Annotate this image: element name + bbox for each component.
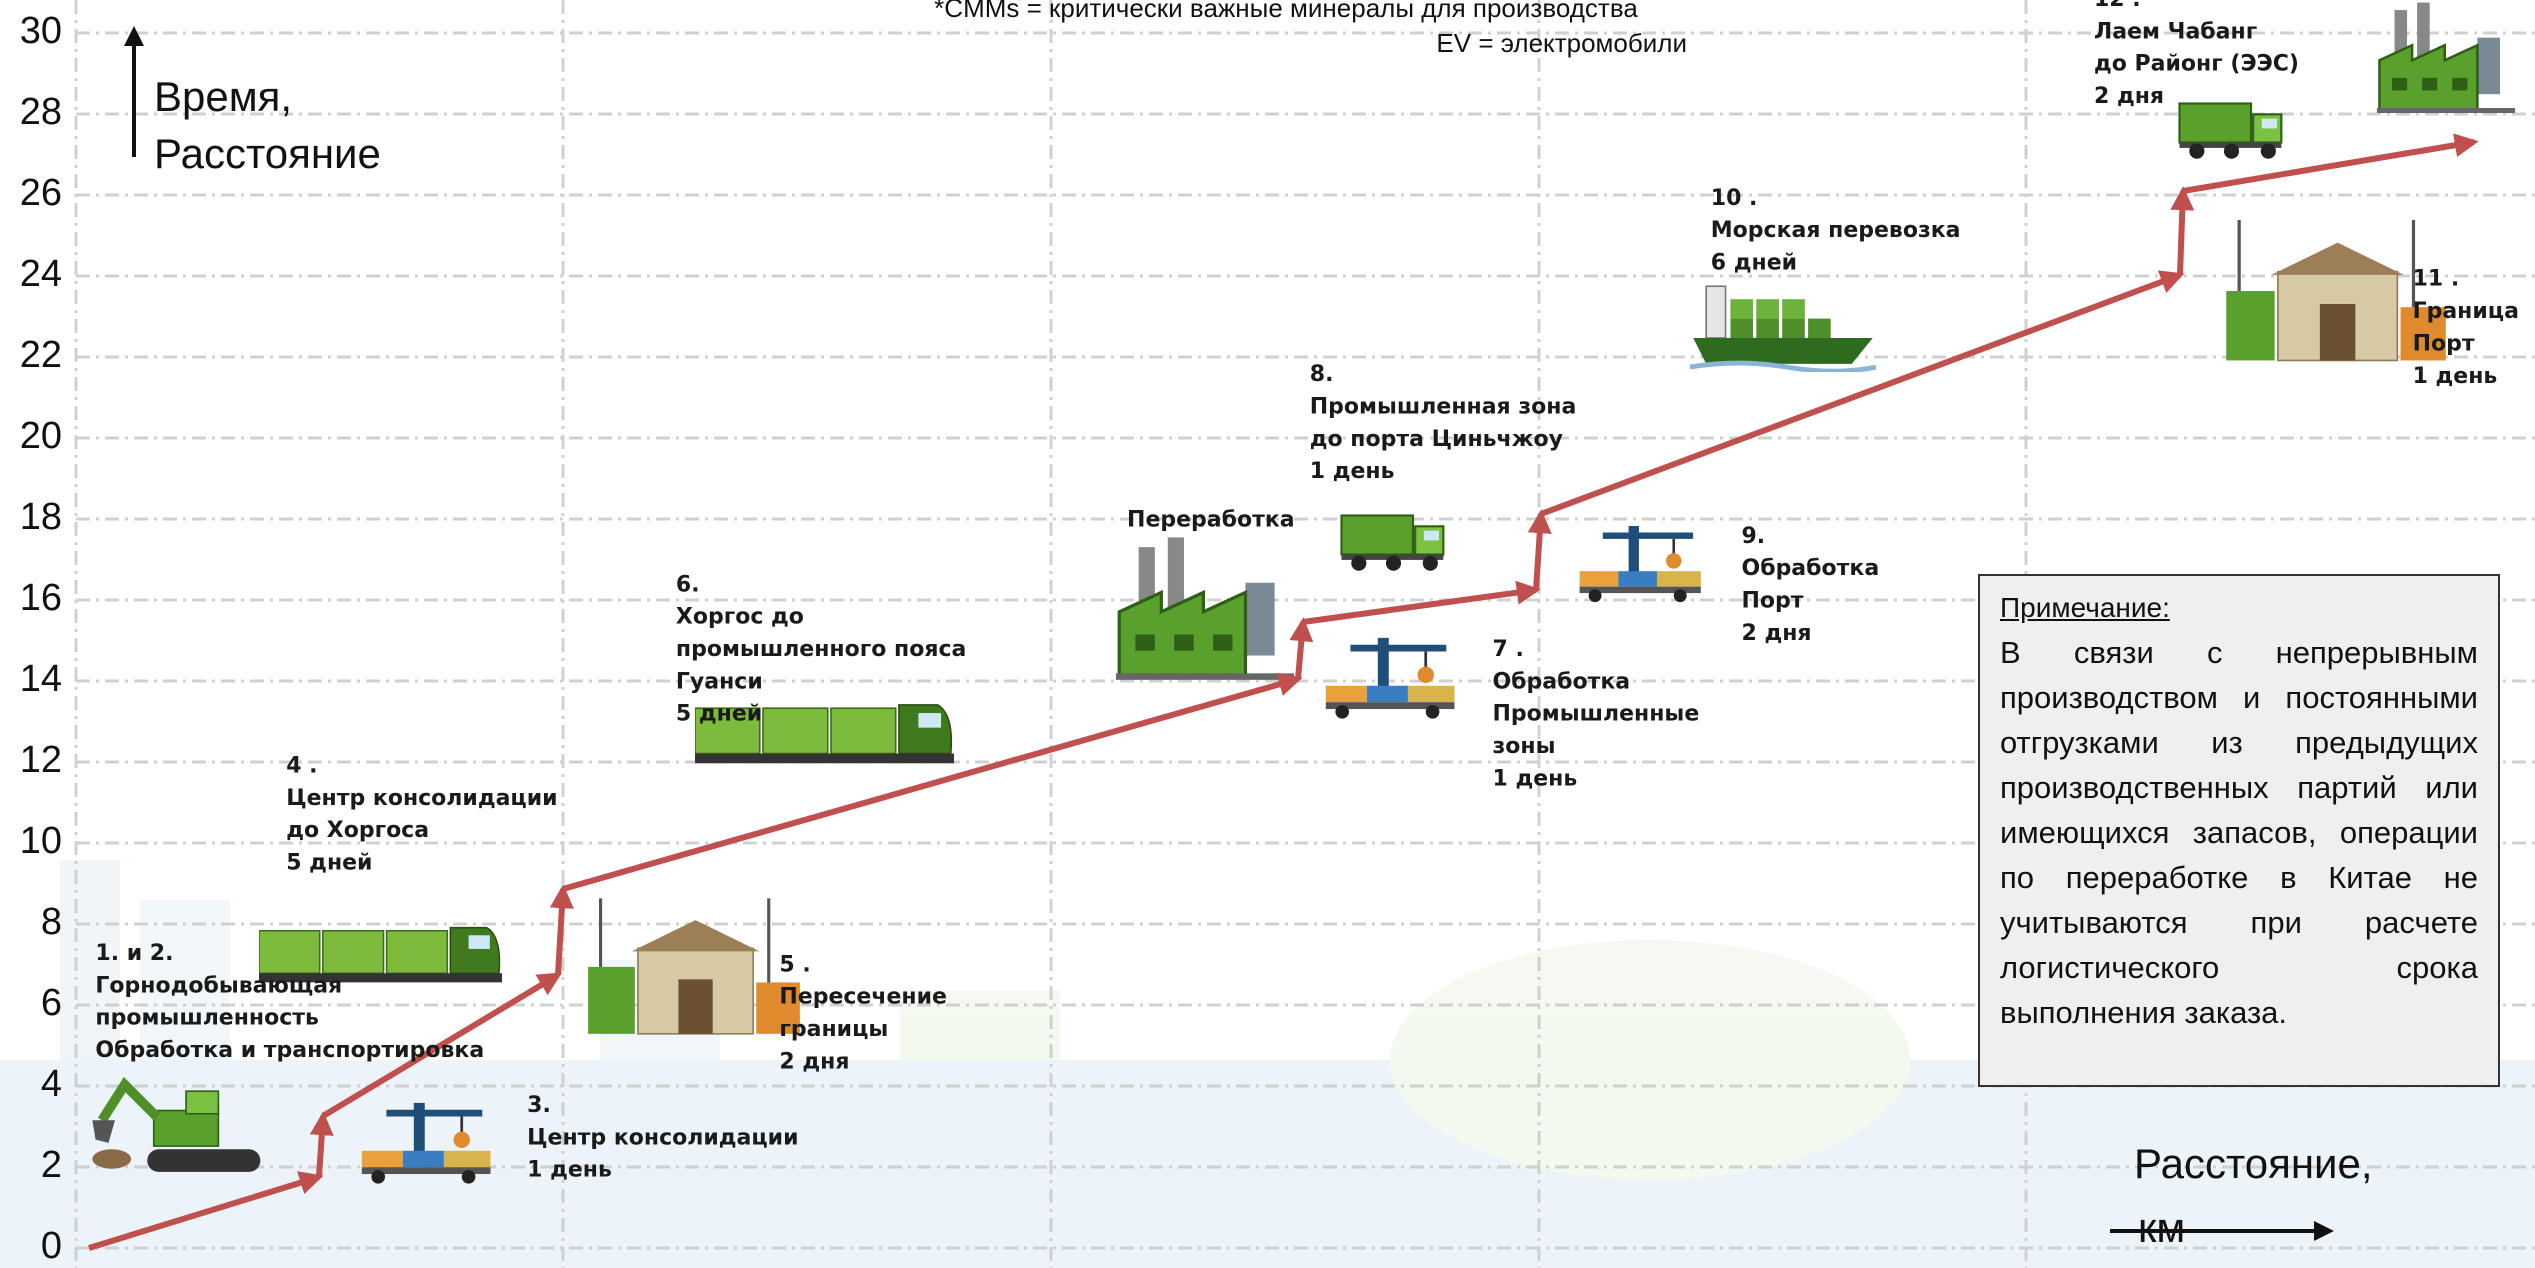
stage-label: 1. и 2. (95, 941, 173, 966)
y-tick-label: 10 (20, 820, 62, 862)
stage-label: 2 дня (2094, 84, 2164, 109)
stage-label: Центр консолидации (286, 786, 557, 811)
y-axis-title: Расстояние (154, 130, 381, 177)
stage-label: Переработка (1127, 508, 1295, 533)
stage-label: Обработка и транспортировка (95, 1038, 484, 1063)
factory-icon (2377, 3, 2515, 113)
stage-label: Промышленная зона (1310, 394, 1577, 419)
stage-label: до Районг (ЭЭС) (2094, 52, 2299, 77)
stage-label: 1 день (527, 1158, 612, 1183)
stage-label: 4 . (286, 753, 317, 778)
stage-label: 8. (1310, 362, 1334, 387)
y-axis-title: Время, (154, 73, 292, 120)
crane-icon (1326, 638, 1455, 719)
crane-icon (1580, 526, 1701, 602)
stage-label: 6 дней (1711, 251, 1797, 276)
y-tick-label: 30 (20, 10, 62, 52)
stage-label: промышленность (95, 1006, 319, 1031)
x-axis-title: Расстояние, (2134, 1140, 2373, 1187)
y-tick-label: 0 (41, 1225, 62, 1267)
y-tick-label: 22 (20, 334, 62, 376)
y-tick-label: 28 (20, 91, 62, 133)
stage-label: Лаем Чабанг (2094, 19, 2257, 44)
stage-label: до порта Циньчжоу (1310, 427, 1563, 452)
stage-label: 6. (676, 572, 700, 597)
stage-label: зоны (1492, 734, 1555, 759)
stage-label: Граница (2413, 299, 2519, 324)
stage-label: 1 день (1492, 766, 1577, 791)
stage-label: 7 . (1492, 637, 1523, 662)
stage-label: Центр консолидации (527, 1125, 798, 1150)
stage-label: 10 . (1711, 186, 1758, 211)
stage-label: 1 день (2413, 364, 2498, 389)
y-tick-label: 8 (41, 901, 62, 943)
stage-label: 5 дней (676, 702, 762, 727)
y-tick-label: 24 (20, 253, 62, 295)
route-segment (1536, 514, 1541, 590)
note-text: В связи с непрерывным производством и по… (2000, 630, 2478, 1035)
y-tick-label: 26 (20, 172, 62, 214)
y-tick-label: 20 (20, 415, 62, 457)
route-segment (1303, 590, 1536, 622)
stage-label: 3. (527, 1093, 551, 1118)
route-segment (1298, 622, 1303, 679)
y-tick-label: 4 (41, 1063, 62, 1105)
y-tick-label: 2 (41, 1144, 62, 1186)
stage-label: Порт (1742, 589, 1804, 614)
footnote: *CMMs = критически важные минералы для п… (934, 0, 1638, 23)
stage-label: 5 дней (286, 850, 372, 875)
stage-label: Морская перевозка (1711, 218, 1961, 243)
factory-icon (1116, 537, 1294, 679)
stage-label: 1 день (1310, 459, 1395, 484)
truck-icon (1342, 516, 1444, 571)
route-segment (319, 1116, 323, 1177)
stage-label: границы (779, 1017, 888, 1042)
stage-label: Хоргос до (676, 605, 804, 630)
stage-label: Гуанси (676, 669, 763, 694)
route-segment (1541, 275, 2180, 514)
stage-label: 11 . (2413, 267, 2460, 292)
stage-label: Обработка (1492, 669, 1630, 694)
y-tick-label: 16 (20, 577, 62, 619)
x-axis-title: км (2138, 1204, 2185, 1251)
y-tick-label: 18 (20, 496, 62, 538)
truck-icon (2180, 104, 2282, 159)
stage-label: Промышленные (1492, 702, 1699, 727)
stage-label: 2 дня (1742, 621, 1812, 646)
page: {"header": {"footnotes": ["*CMMs = крити… (0, 0, 2535, 1268)
stage-label: Горнодобывающая (95, 973, 342, 998)
stage-label: 5 . (779, 952, 810, 977)
note-title: Примечание: (2000, 586, 2478, 630)
stage-label: Порт (2413, 331, 2475, 356)
note-box: Примечание: В связи с непрерывным произв… (1978, 574, 2500, 1087)
route-segment (2180, 191, 2183, 275)
y-tick-label: 12 (20, 739, 62, 781)
y-tick-label: 6 (41, 982, 62, 1024)
stage-label: Пересечение (779, 985, 947, 1010)
stage-label: 12 . (2094, 0, 2141, 12)
stage-label: 2 дня (779, 1049, 849, 1074)
ship-icon (1690, 286, 1876, 371)
stage-label: промышленного пояса (676, 637, 966, 662)
stage-label: Обработка (1742, 556, 1880, 581)
stage-label: 9. (1742, 524, 1766, 549)
stage-label: до Хоргоса (286, 818, 429, 843)
y-tick-label: 14 (20, 658, 62, 700)
footnote: EV = электромобили (1436, 28, 1687, 58)
